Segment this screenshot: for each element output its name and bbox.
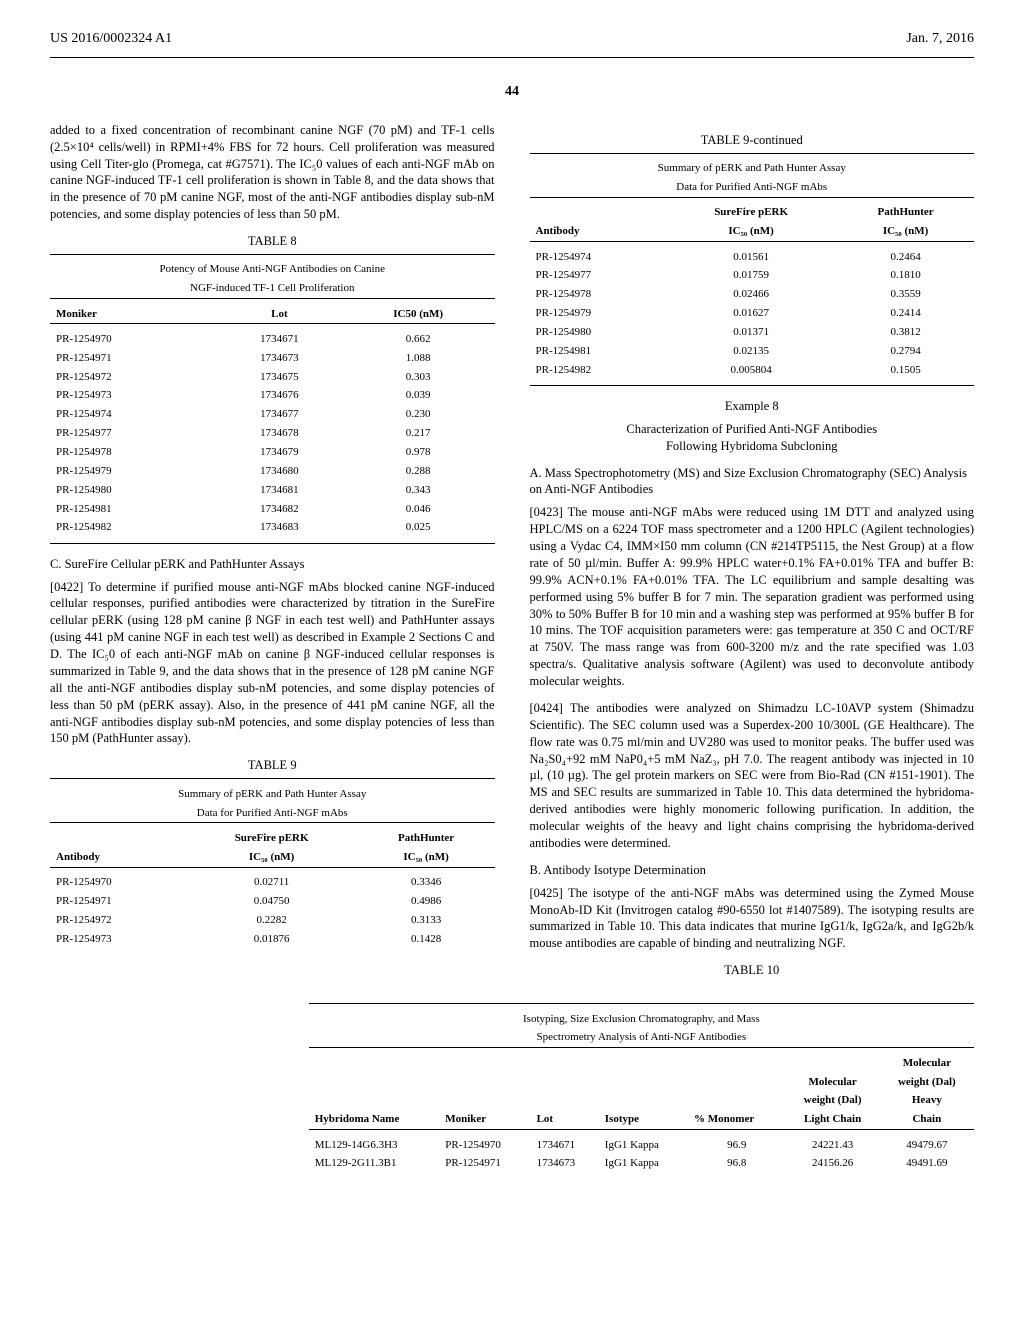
intro-paragraph: added to a fixed concentration of recomb… [50,122,495,223]
table-row: PR-125497217346750.303 [50,368,495,387]
table-row: PR-12549810.021350.2794 [530,342,975,361]
table8: Potency of Mouse Anti-NGF Antibodies on … [50,254,495,544]
para-0422: [0422] To determine if purified mouse an… [50,579,495,748]
table-row: PR-125497317346760.039 [50,386,495,405]
para-0424: [0424] The antibodies were analyzed on S… [530,700,975,852]
table-row: PR-12549780.024660.3559 [530,285,975,304]
table-row: PR-12549700.027110.3346 [50,873,495,892]
table-row: PR-125497817346790.978 [50,443,495,462]
page-number: 44 [50,83,974,102]
document-header: US 2016/0002324 A1 Jan. 7, 2016 [50,30,974,49]
left-column: added to a fixed concentration of recomb… [50,122,495,983]
table10: Isotyping, Size Exclusion Chromatography… [309,1003,974,1173]
table-row: PR-12549800.013710.3812 [530,323,975,342]
section-b-heading: B. Antibody Isotype Determination [530,862,975,879]
table-row: PR-125498117346820.046 [50,500,495,519]
table-row: PR-12549740.015610.2464 [530,248,975,267]
doc-date: Jan. 7, 2016 [906,30,974,49]
table-row: PR-12549730.018760.1428 [50,930,495,949]
table9-continued: Summary of pERK and Path Hunter Assay Da… [530,153,975,386]
table-row: PR-125497417346770.230 [50,405,495,424]
table9: Summary of pERK and Path Hunter Assay Da… [50,778,495,948]
table8-col2: Lot [217,305,342,324]
para-0423: [0423] The mouse anti-NGF mAbs were redu… [530,504,975,690]
para-0425: [0425] The isotype of the anti-NGF mAbs … [530,885,975,953]
section-c-heading: C. SureFire Cellular pERK and PathHunter… [50,556,495,573]
table-row: PR-12549720.22820.3133 [50,911,495,930]
table8-label: TABLE 8 [50,233,495,250]
table-row: PR-12549710.047500.4986 [50,892,495,911]
table-row: PR-12549790.016270.2414 [530,304,975,323]
table-row: PR-125498017346810.343 [50,481,495,500]
table-row: PR-12549770.017590.1810 [530,266,975,285]
right-column: TABLE 9-continued Summary of pERK and Pa… [530,122,975,983]
table-row: ML129-2G11.3B1PR-12549711734673IgG1 Kapp… [309,1154,974,1173]
section-a-heading: A. Mass Spectrophotometry (MS) and Size … [530,465,975,499]
table-row: PR-125497717346780.217 [50,424,495,443]
example8-title: Characterization of Purified Anti-NGF An… [530,421,975,455]
table-row: PR-125497917346800.288 [50,462,495,481]
table-row: PR-125498217346830.025 [50,518,495,537]
table9-label: TABLE 9 [50,757,495,774]
example8-label: Example 8 [530,398,975,415]
table10-container: Isotyping, Size Exclusion Chromatography… [50,1003,974,1173]
table8-col3: IC50 (nM) [342,305,495,324]
two-column-layout: added to a fixed concentration of recomb… [50,122,974,983]
header-rule [50,57,974,58]
doc-number: US 2016/0002324 A1 [50,30,172,49]
table9c-label: TABLE 9-continued [530,132,975,149]
table-row: PR-125497117346731.088 [50,349,495,368]
table-row: PR-125497017346710.662 [50,330,495,349]
table8-col1: Moniker [50,305,217,324]
table-row: ML129-14G6.3H3PR-12549701734671IgG1 Kapp… [309,1136,974,1155]
table-row: PR-12549820.0058040.1505 [530,361,975,380]
table10-label: TABLE 10 [530,962,975,979]
